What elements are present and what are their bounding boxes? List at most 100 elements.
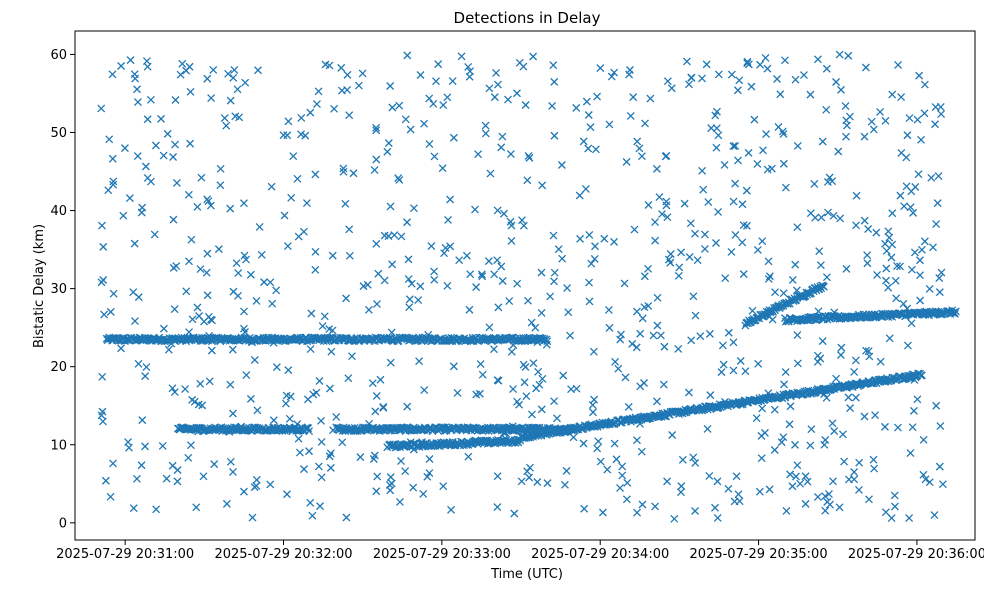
detection-marker (425, 94, 434, 103)
detection-marker (133, 85, 142, 94)
x-tick-label: 2025-07-29 20:33:00 (373, 547, 511, 562)
detection-marker (620, 279, 629, 288)
detection-marker (651, 502, 660, 511)
detection-marker (427, 242, 436, 251)
detection-marker (246, 270, 255, 279)
detection-marker (629, 93, 638, 102)
detection-marker (209, 66, 218, 74)
detection-marker (670, 514, 679, 523)
detection-marker (414, 296, 423, 305)
detection-marker (891, 276, 900, 285)
detection-marker (401, 467, 410, 476)
detection-marker (228, 345, 237, 354)
detection-marker (151, 141, 160, 150)
detection-marker (699, 185, 708, 194)
detection-marker (338, 438, 347, 447)
detection-marker (636, 329, 645, 338)
detection-marker (315, 377, 324, 385)
detection-marker (519, 221, 528, 230)
detection-marker (466, 270, 475, 279)
detection-marker (524, 296, 532, 305)
detection-marker (181, 385, 190, 394)
detection-marker (152, 505, 161, 514)
detection-marker (293, 420, 302, 428)
detection-marker (185, 328, 194, 336)
detection-marker (368, 379, 377, 388)
detection-marker (655, 193, 664, 202)
detection-marker (269, 416, 278, 425)
detection-marker (226, 204, 235, 213)
detection-marker (637, 152, 646, 161)
detection-marker (403, 51, 412, 60)
detection-marker (713, 514, 722, 522)
detection-marker (443, 93, 452, 102)
detection-marker (788, 482, 797, 491)
detection-marker (120, 144, 129, 153)
detection-marker (920, 237, 929, 246)
detection-marker (933, 199, 942, 208)
detection-marker (497, 143, 506, 152)
detection-marker (345, 111, 354, 120)
detection-marker (283, 242, 292, 251)
detection-marker (781, 56, 789, 65)
detection-marker (457, 52, 466, 61)
detection-marker (302, 199, 311, 207)
detection-marker (130, 70, 139, 79)
detection-marker (691, 458, 700, 467)
detection-marker (401, 115, 410, 124)
detection-marker (649, 331, 658, 340)
detection-marker (756, 60, 765, 69)
detection-marker (169, 215, 178, 224)
detection-marker (493, 206, 502, 215)
data-points (97, 50, 960, 523)
detection-marker (869, 125, 878, 134)
detection-marker (449, 133, 458, 142)
detection-marker (287, 193, 296, 202)
detection-marker (364, 305, 373, 314)
detection-marker (873, 271, 882, 279)
detection-marker (771, 288, 780, 297)
detection-marker (224, 69, 233, 78)
detection-marker (781, 368, 790, 376)
detection-marker (738, 200, 747, 209)
detection-marker (635, 144, 644, 153)
detection-marker (345, 251, 354, 260)
detection-marker (188, 315, 197, 324)
detection-marker (576, 234, 585, 243)
detection-marker (241, 78, 250, 87)
detection-marker (604, 306, 613, 314)
detection-marker (429, 99, 438, 108)
detection-marker (905, 514, 914, 523)
detection-marker (930, 511, 939, 520)
detection-marker (806, 209, 815, 218)
detection-marker (931, 120, 939, 129)
detection-marker (240, 307, 248, 316)
detection-marker (343, 70, 352, 79)
detection-marker (141, 162, 150, 171)
detection-marker (768, 315, 777, 324)
detection-marker (490, 270, 499, 279)
detection-marker (674, 344, 683, 353)
detection-marker (388, 260, 397, 269)
detection-marker (785, 420, 794, 429)
detection-marker (257, 250, 266, 259)
y-tick-label: 20 (50, 360, 67, 375)
detection-marker (354, 81, 363, 90)
detection-marker (747, 82, 756, 91)
detection-marker (133, 98, 142, 107)
detection-marker (312, 100, 321, 109)
detection-marker (98, 417, 107, 426)
detection-marker (852, 221, 861, 230)
detection-marker (734, 156, 742, 165)
detection-marker (320, 312, 329, 321)
detection-marker (386, 82, 395, 90)
detection-marker (560, 480, 569, 489)
detection-marker (192, 503, 201, 512)
detection-marker (306, 345, 315, 354)
detection-marker (881, 239, 890, 248)
detection-marker (146, 95, 155, 104)
detection-marker (138, 416, 147, 425)
detection-marker (425, 455, 434, 463)
detection-marker (517, 477, 526, 486)
detection-marker (163, 129, 172, 138)
